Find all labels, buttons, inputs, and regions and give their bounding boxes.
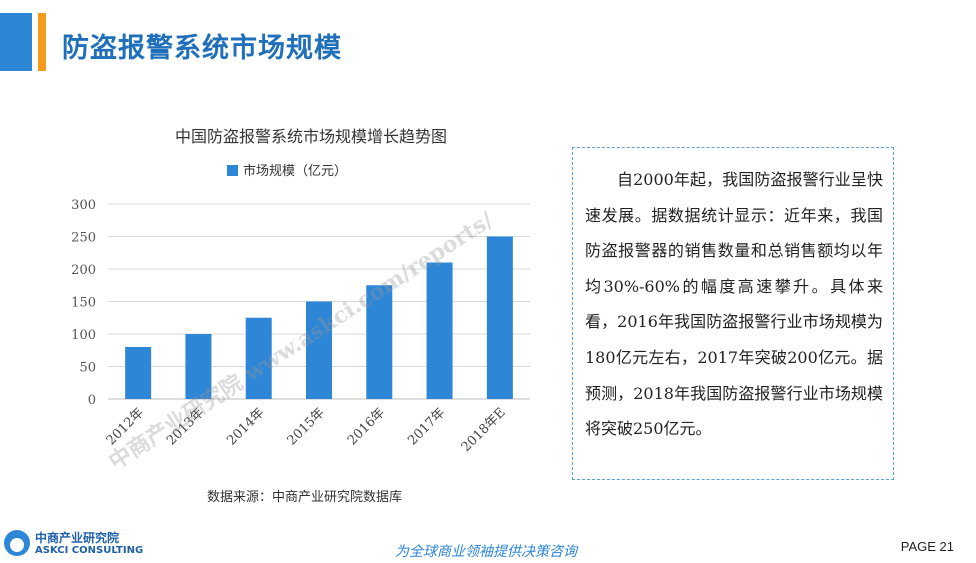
x-tick-label: 2017年: [405, 405, 448, 448]
bar-2017年: [426, 262, 453, 399]
x-tick-label: 2014年: [224, 405, 267, 448]
bar-2015年: [306, 301, 332, 399]
footer-slogan: 为全球商业领袖提供决策咨询: [395, 544, 577, 560]
x-tick-label: 2015年: [285, 405, 328, 448]
y-tick-label: 250: [71, 231, 96, 246]
bar-2016年: [366, 285, 393, 399]
bar-2014年: [245, 317, 272, 399]
legend-swatch: [227, 165, 238, 176]
page-title: 防盗报警系统市场规模: [62, 33, 342, 64]
page-number: PAGE 21: [900, 539, 954, 554]
y-tick-label: 200: [71, 263, 96, 278]
legend-label: 市场规模（亿元）: [243, 163, 347, 179]
bar-2013年: [185, 334, 212, 399]
summary-text: 自2000年起，我国防盗报警行业呈快速发展。据数据统计显示：近年来，我国防盗报警…: [585, 170, 883, 439]
y-tick-label: 50: [79, 361, 96, 376]
x-tick-label: 2018年E: [459, 405, 509, 455]
header: 防盗报警系统市场规模: [0, 0, 976, 74]
header-accent-orange: [38, 13, 46, 71]
logo-name-cn: 中商产业研究院: [35, 531, 120, 545]
logo-name-en: ASKCI CONSULTING: [35, 545, 144, 556]
summary-textbox: 自2000年起，我国防盗报警行业呈快速发展。据数据统计显示：近年来，我国防盗报警…: [572, 147, 894, 480]
y-tick-label: 150: [71, 296, 96, 311]
company-logo: 中商产业研究院 ASKCI CONSULTING: [4, 528, 144, 560]
y-tick-label: 0: [88, 393, 96, 408]
bar-2012年: [125, 347, 152, 399]
header-accent-blue: [0, 13, 32, 71]
logo-mark-icon: [4, 530, 30, 556]
y-tick-label: 300: [71, 198, 96, 213]
y-tick-label: 100: [71, 328, 96, 343]
bar-2018年E: [486, 236, 513, 399]
chart-container: 中国防盗报警系统市场规模增长趋势图市场规模（亿元） 0 50 100 150 200 250…: [55, 112, 540, 522]
chart-title: 中国防盗报警系统市场规模增长趋势图: [175, 127, 447, 146]
x-tick-label: 2016年: [345, 405, 388, 448]
data-source: 数据来源：中商产业研究院数据库: [207, 489, 402, 505]
